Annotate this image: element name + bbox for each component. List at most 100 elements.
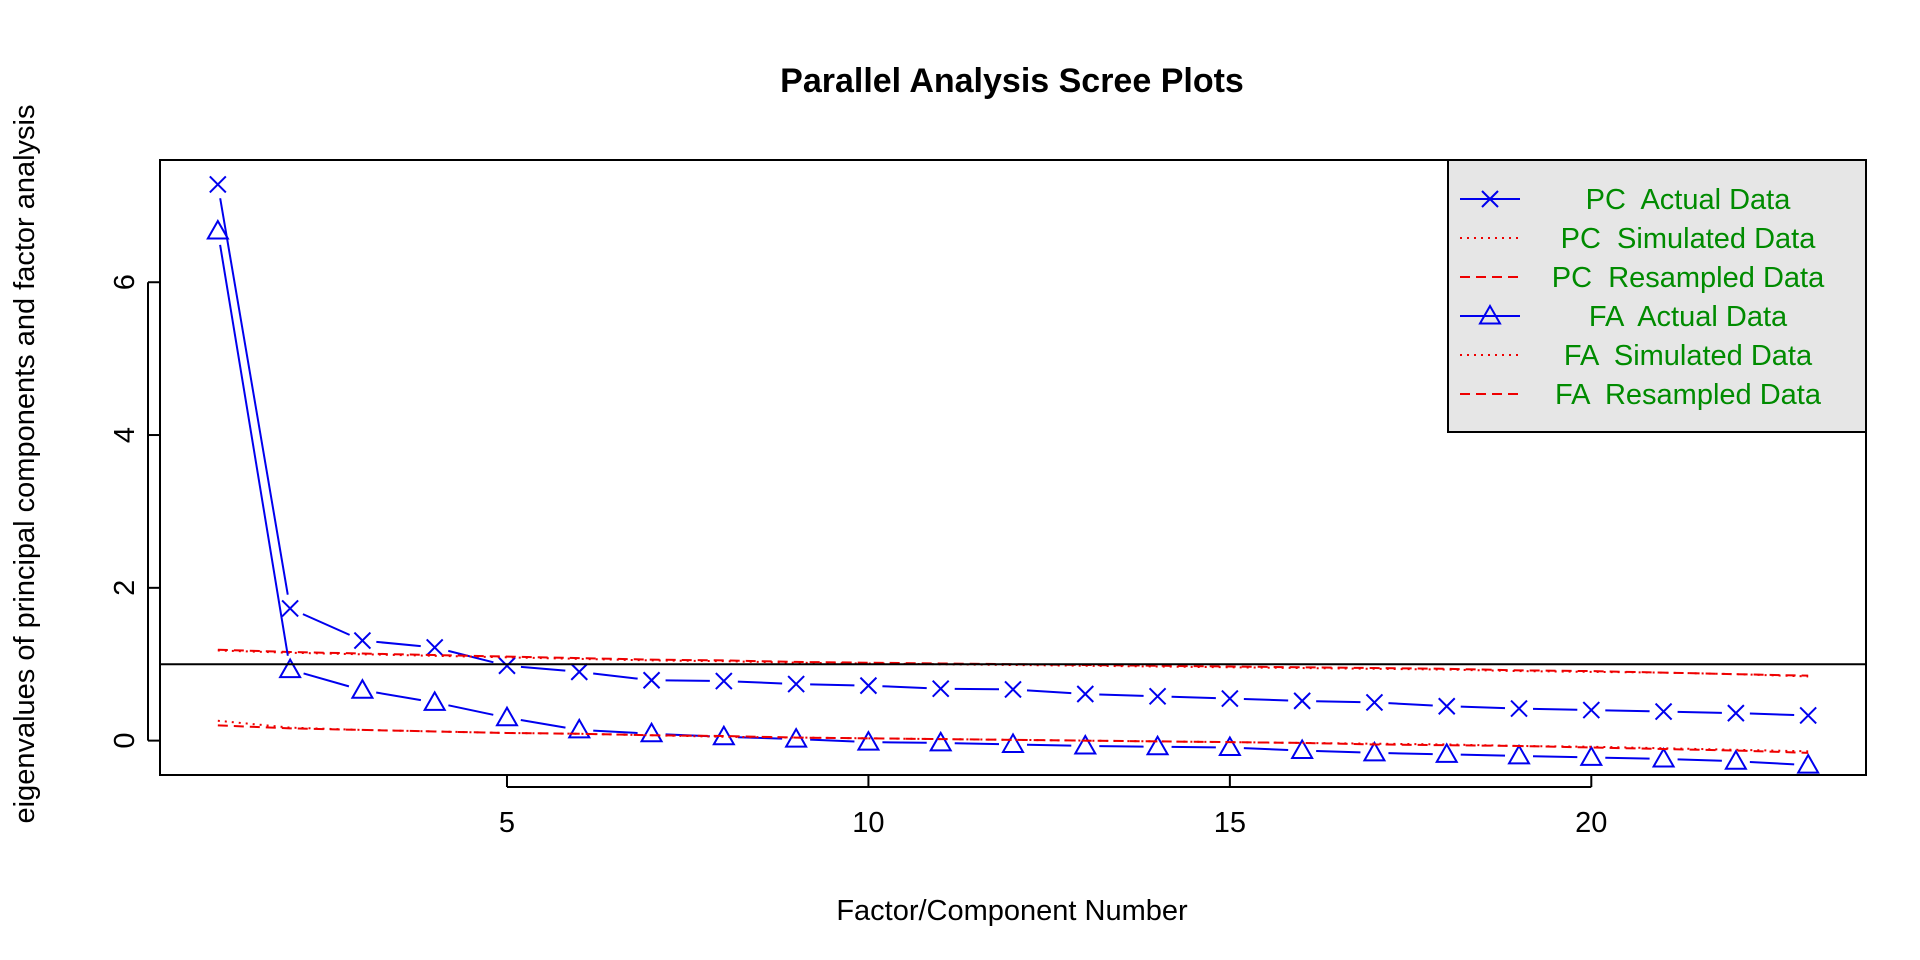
y-tick-label: 0	[109, 733, 141, 749]
series-segment	[1605, 756, 1650, 760]
legend-item: PC Actual Data	[1460, 184, 1791, 216]
series-line	[217, 648, 1809, 677]
data-point-triangle-marker	[1073, 733, 1098, 755]
legend-item: PC Resampled Data	[1460, 262, 1825, 294]
data-point-triangle-marker	[1362, 740, 1387, 762]
legend-item: FA Actual Data	[1460, 301, 1788, 333]
series-segment	[1388, 702, 1433, 707]
series-segment	[303, 672, 350, 688]
series-pc-resampled-data	[217, 648, 1809, 677]
series-segment	[219, 244, 289, 656]
data-point-x-marker	[1221, 689, 1239, 708]
legend-label: FA Resampled Data	[1555, 379, 1822, 411]
data-point-x-marker	[1438, 697, 1456, 715]
data-point-x-marker	[1654, 702, 1673, 721]
series-segment	[1171, 695, 1216, 700]
data-point-x-marker	[1148, 687, 1167, 706]
data-point-triangle-marker	[1145, 734, 1170, 756]
series-segment	[1749, 712, 1795, 716]
data-point-x-marker	[932, 679, 950, 698]
data-point-x-marker	[1510, 699, 1528, 718]
data-point-triangle-marker	[495, 705, 519, 727]
data-point-x-marker	[281, 599, 299, 618]
y-axis-label: eigenvalues of principal components and …	[9, 105, 41, 824]
series-segment	[1460, 705, 1506, 710]
series-segment	[520, 665, 566, 672]
legend: PC Actual Data PC Simulated Data PC Resamp…	[1447, 159, 1867, 433]
data-point-x-marker	[425, 638, 444, 657]
x-axis-label: Factor/Component Number	[836, 895, 1188, 927]
data-point-triangle-marker	[567, 717, 591, 739]
legend-label: FA Actual Data	[1589, 301, 1788, 333]
series-segment	[1243, 698, 1289, 702]
legend-label: PC Simulated Data	[1561, 223, 1817, 255]
x-axis: 5 10 15 20	[499, 775, 1607, 839]
legend-label: PC Resampled Data	[1552, 262, 1825, 294]
series-segment	[954, 742, 1000, 746]
data-point-triangle-marker	[1651, 746, 1676, 768]
series-segment	[448, 704, 494, 716]
data-point-x-marker	[1365, 693, 1384, 712]
data-point-triangle-marker	[1435, 742, 1459, 763]
data-point-triangle-marker	[1579, 745, 1604, 766]
data-point-triangle-marker	[422, 690, 447, 711]
chart-title: Parallel Analysis Scree Plots	[780, 62, 1244, 100]
series-segment	[376, 691, 422, 702]
legend-label: PC Actual Data	[1586, 184, 1792, 216]
y-tick-label: 4	[109, 427, 141, 443]
data-point-x-marker	[715, 672, 733, 690]
x-tick-label: 5	[499, 807, 515, 839]
series-segment	[593, 672, 638, 680]
data-point-x-marker	[570, 663, 588, 681]
series-segment	[1532, 707, 1578, 711]
series-segment	[882, 685, 927, 690]
series-segment	[1316, 700, 1361, 704]
series-segment	[1460, 753, 1506, 757]
y-tick-label: 2	[109, 580, 141, 596]
series-segment	[376, 640, 421, 648]
data-point-triangle-marker	[1796, 753, 1820, 774]
x-tick-label: 20	[1575, 807, 1607, 839]
data-point-triangle-marker	[928, 730, 953, 752]
legend-label: FA Simulated Data	[1564, 340, 1813, 372]
legend-x-marker	[1481, 190, 1499, 208]
series-segment	[302, 613, 351, 636]
series-segment	[593, 729, 638, 735]
series-segment	[1099, 693, 1144, 697]
data-point-x-marker	[1582, 701, 1601, 719]
data-point-triangle-marker	[1218, 735, 1242, 756]
data-point-x-marker	[209, 175, 227, 194]
x-tick-label: 15	[1214, 807, 1246, 839]
data-point-triangle-marker	[639, 721, 664, 743]
data-point-triangle-marker	[206, 219, 230, 240]
series-segment	[1749, 760, 1795, 766]
data-point-triangle-marker	[1001, 732, 1025, 753]
data-point-x-marker	[1293, 692, 1311, 710]
legend-item: FA Simulated Data	[1460, 340, 1813, 372]
legend-box	[1447, 159, 1867, 433]
legend-item: PC Simulated Data	[1460, 223, 1816, 255]
data-point-triangle-marker	[1724, 749, 1748, 770]
y-tick-label: 6	[109, 274, 141, 290]
series-fa-resampled-data	[217, 724, 1809, 754]
series-segment	[1605, 709, 1650, 713]
data-point-x-marker	[787, 675, 805, 693]
series-line	[217, 724, 1809, 754]
series-segment	[1388, 752, 1433, 756]
data-point-x-marker	[1076, 685, 1094, 703]
series-segment	[520, 719, 566, 729]
series-segment	[1532, 755, 1578, 759]
series-segment	[1026, 743, 1072, 747]
series-segment	[219, 198, 289, 595]
series-segment	[737, 680, 783, 685]
plot-frame	[159, 159, 1867, 776]
data-point-x-marker	[642, 671, 661, 689]
x-tick-label: 10	[852, 807, 884, 839]
series-segment	[1316, 749, 1361, 754]
data-point-x-marker	[1004, 680, 1022, 699]
data-point-triangle-marker	[278, 657, 302, 679]
series-segment	[1677, 758, 1722, 762]
legend-item: FA Resampled Data	[1460, 379, 1822, 411]
legend-triangle-marker	[1478, 303, 1502, 325]
series-segment	[810, 683, 855, 687]
